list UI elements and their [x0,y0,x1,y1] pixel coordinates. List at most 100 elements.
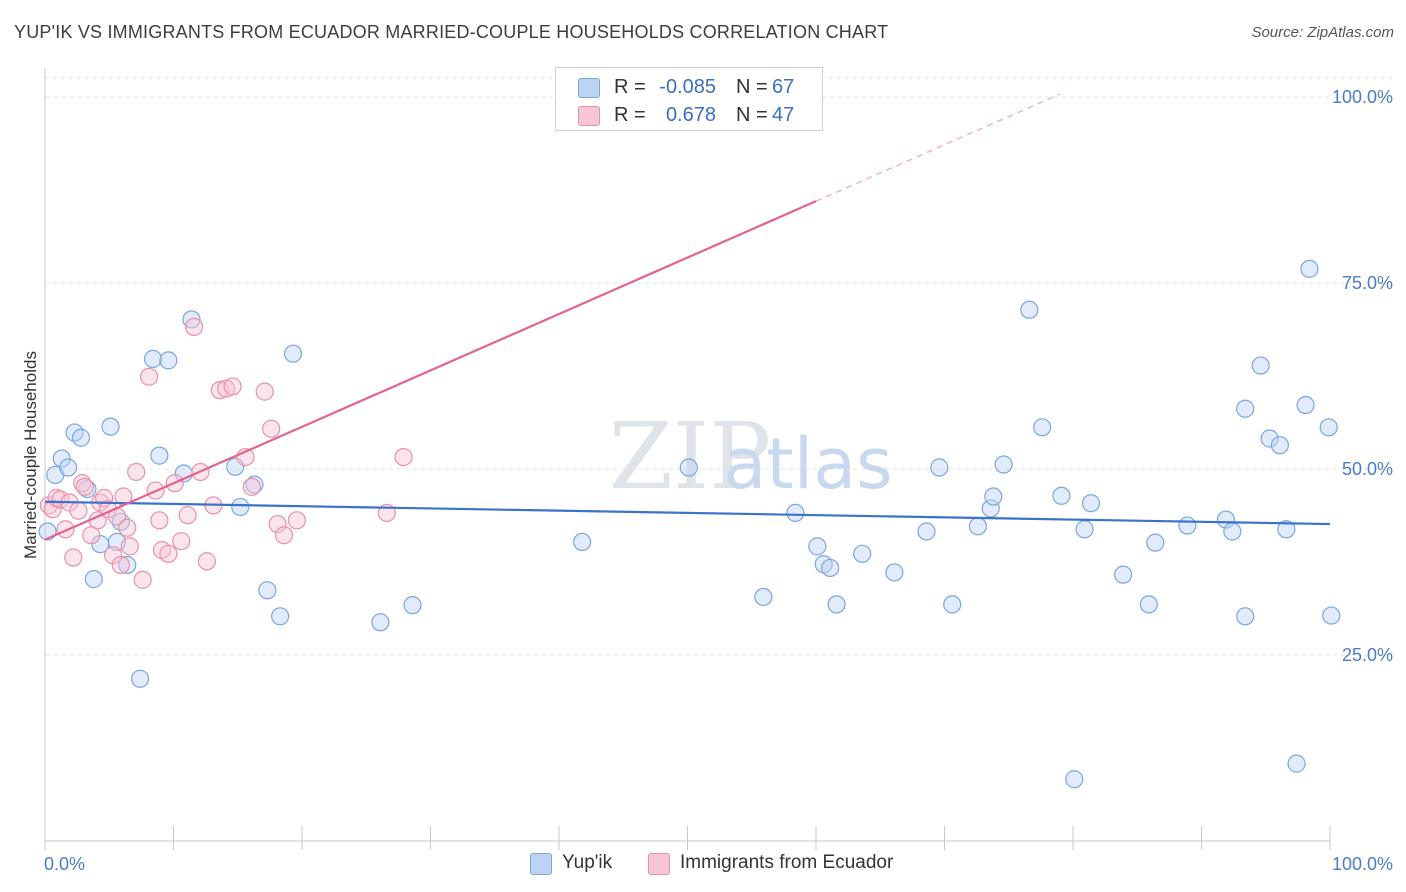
yupik-point [1020,300,1039,319]
tick-labels: 25.0% 50.0% 75.0% 100.0% 0.0% 100.0% [44,87,1393,874]
yupik-point [130,669,150,688]
yupik-point [827,595,846,614]
correlation-legend: R = -0.085 N = 67 R = 0.678 N = 47 [555,67,823,131]
yupik-point [1033,418,1052,437]
ecuador-point [127,462,146,482]
yupik-point [1146,533,1165,552]
legend-row-ecuador: R = 0.678 N = 47 [556,100,822,130]
ecuador-point [111,555,130,575]
y-tick-label: 75.0% [1342,273,1393,293]
legend-label-ecuador: Immigrants from Ecuador [680,852,894,873]
yupik-point [101,417,120,436]
legend-swatch-ecuador [648,853,670,875]
axes [44,68,1331,850]
yupik-point [821,558,840,578]
yupik-point [271,607,290,626]
ecuador-point [262,419,281,438]
yupik-point [754,587,773,607]
legend-r-label: R = [614,76,646,98]
yupik-point [1114,565,1133,584]
ecuador-point [223,377,242,396]
yupik-point [930,458,949,477]
legend-swatch-yupik [578,78,600,98]
yupik-point [1319,418,1338,437]
yupik-point [52,449,71,468]
yupik-point [78,479,97,499]
yupik-point [283,344,303,363]
ecuador-point [394,447,413,467]
legend-n-label: N = [736,104,768,126]
data-points [38,84,1341,789]
ecuador-trend-extension [815,93,1061,202]
ecuador-point [255,382,274,401]
chart-title: YUP'IK VS IMMIGRANTS FROM ECUADOR MARRIE… [14,22,889,42]
yupik-point [118,555,137,575]
yupik-point [981,499,1000,518]
legend-r-value: -0.085 [659,76,716,98]
yupik-point [143,349,163,368]
ecuador-point [139,367,159,386]
legend-n-value: 47 [772,104,795,126]
y-tick-label: 100.0% [1332,87,1393,107]
ecuador-point [75,477,94,496]
legend-swatch-ecuador [578,106,600,126]
yupik-point [150,446,169,465]
yupik-point [59,458,78,477]
yupik-point [1260,429,1279,448]
yupik-point [994,455,1013,474]
yupik-point [1075,520,1094,539]
ecuador-trend-line [44,200,817,541]
source-label: Source: ZipAtlas.com [1251,24,1394,41]
watermark-atlas: atlas [723,423,892,505]
ecuador-point [43,500,62,519]
ecuador-point [159,544,178,563]
legend-r-value: 0.678 [665,104,716,126]
yupik-point [231,497,250,517]
yupik-point [1178,516,1197,535]
ecuador-point [133,570,152,589]
yupik-point [1223,522,1242,541]
legend-n-label: N = [736,76,768,98]
yupik-point [1236,607,1255,626]
legend-row-yupik: R = -0.085 N = 67 [556,72,822,102]
legend-swatch-yupik [530,853,552,875]
yupik-point [1139,595,1158,614]
yupik-point [182,310,201,329]
legend-n-value: 67 [772,76,795,98]
yupik-point [371,613,390,632]
y-axis-label: Married-couple Households [21,351,40,559]
yupik-point [403,596,422,615]
x-tick-label: 100.0% [1332,854,1393,874]
yupik-point [1065,770,1084,789]
yupik-point [943,595,962,614]
yupik-point [853,544,872,563]
yupik-point [1277,520,1296,539]
yupik-point [917,522,936,541]
ecuador-point [197,552,217,571]
ecuador-point [64,548,83,567]
yupik-point [984,487,1003,506]
yupik-point [679,458,698,477]
yupik-point [71,428,91,447]
yupik-point [1052,486,1071,505]
ecuador-point [150,511,169,530]
yupik-point [1296,395,1315,415]
legend-label-yupik: Yup'ik [562,852,613,873]
yupik-point [968,517,988,536]
yupik-point [1300,259,1319,278]
yupik-point [1081,494,1101,513]
yupik-point [1236,399,1255,418]
ecuador-point [184,317,204,336]
ecuador-point [242,477,261,496]
yupik-point [885,563,904,582]
yupik-point [1322,606,1341,625]
ecuador-point [178,506,197,525]
yupik-point [258,581,277,600]
yupik-point [1251,356,1270,375]
trend-lines [44,93,1331,541]
yupik-point [1287,754,1306,773]
ecuador-point [120,537,139,556]
legend-r-label: R = [614,104,646,126]
ecuador-point [172,532,191,551]
